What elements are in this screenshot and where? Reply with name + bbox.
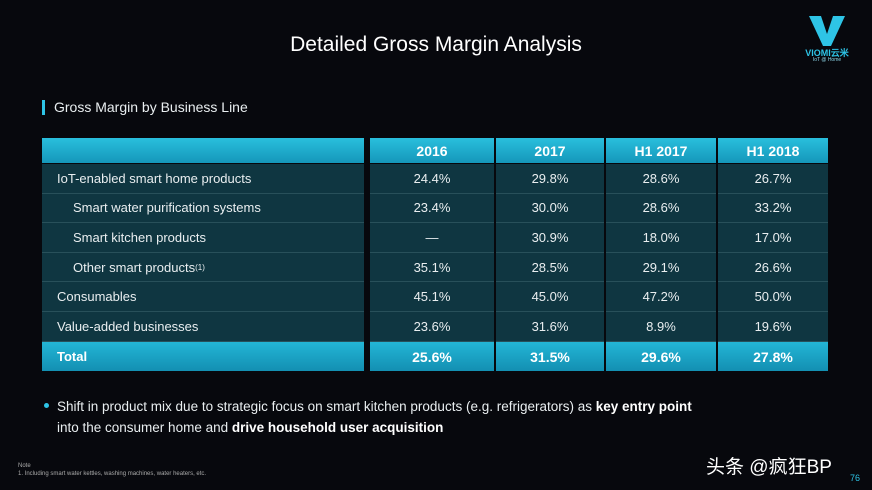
watermark: 头条 @疯狂BP xyxy=(706,457,832,478)
bullet-dot xyxy=(44,403,49,408)
row-label: Value-added businesses xyxy=(42,312,364,342)
table-cell: 23.4% xyxy=(370,193,494,224)
row-label: IoT-enabled smart home products xyxy=(42,164,364,194)
page-number: 76 xyxy=(850,473,861,483)
logo-brand: VIOMI云米 xyxy=(805,48,849,58)
note-ref: (1) xyxy=(195,262,205,272)
table-cell: 26.7% xyxy=(718,164,828,194)
row-label-text: Smart kitchen products xyxy=(73,229,206,245)
text: into the consumer home and xyxy=(57,420,232,435)
title: Detailed Gross Margin Analysis xyxy=(290,33,582,56)
table-cell: 50.0% xyxy=(718,282,828,312)
bold-text: key entry point xyxy=(595,399,692,414)
bullet: Shift in product mix due to strategic fo… xyxy=(44,396,692,438)
header-blank xyxy=(42,138,364,163)
total-cell: 27.8% xyxy=(718,342,828,372)
table-cell: 19.6% xyxy=(718,312,828,342)
table-cell: 31.6% xyxy=(496,312,604,342)
column-header: 2017 xyxy=(496,138,604,163)
table-cell: 28.6% xyxy=(606,193,716,224)
table-cell: 45.1% xyxy=(370,282,494,312)
table-cell: — xyxy=(370,223,494,253)
table-cell: 45.0% xyxy=(496,282,604,312)
table-cell: 8.9% xyxy=(606,312,716,342)
text: Shift in product mix due to strategic fo… xyxy=(57,399,596,414)
table-cell: 28.5% xyxy=(496,252,604,283)
column-header: H1 2018 xyxy=(718,138,828,163)
row-label-text: Consumables xyxy=(57,289,137,305)
total-cell: 29.6% xyxy=(606,342,716,372)
bullet-line: Shift in product mix due to strategic fo… xyxy=(44,396,692,417)
column-header: H1 2017 xyxy=(606,138,716,163)
total-cell: 31.5% xyxy=(496,342,604,372)
section-heading: Gross Margin by Business Line xyxy=(54,99,248,115)
table-cell: 18.0% xyxy=(606,223,716,253)
row-label: Smart water purification systems xyxy=(42,193,364,224)
table-cell: 28.6% xyxy=(606,164,716,194)
table-cell: 29.8% xyxy=(496,164,604,194)
table-cell: 47.2% xyxy=(606,282,716,312)
row-label: Consumables xyxy=(42,282,364,312)
footnote-item: 1. Including smart water kettles, washin… xyxy=(18,471,207,477)
footnote-heading: Note xyxy=(18,463,31,469)
row-label-text: IoT-enabled smart home products xyxy=(57,170,252,186)
bullet-line: into the consumer home and drive househo… xyxy=(44,417,692,438)
section-bar xyxy=(42,100,45,115)
row-label: Smart kitchen products xyxy=(42,223,364,253)
table-cell: 30.0% xyxy=(496,193,604,224)
logo-mark xyxy=(809,16,845,46)
table-cell: 17.0% xyxy=(718,223,828,253)
bold-text: drive household user acquisition xyxy=(231,420,444,435)
total-label: Total xyxy=(42,342,364,372)
table-cell: 29.1% xyxy=(606,252,716,283)
table-cell: 30.9% xyxy=(496,223,604,253)
row-label-text: Smart water purification systems xyxy=(73,200,261,216)
row-label-text: Value-added businesses xyxy=(57,318,199,334)
logo-tagline: IoT @ Home xyxy=(812,57,842,63)
table-cell: 35.1% xyxy=(370,252,494,283)
row-label-text: Other smart products xyxy=(73,259,196,275)
column-header: 2016 xyxy=(370,138,494,163)
row-label: Other smart products (1) xyxy=(42,252,364,283)
table-cell: 24.4% xyxy=(370,164,494,194)
total-cell: 25.6% xyxy=(370,342,494,372)
table-cell: 26.6% xyxy=(718,252,828,283)
table-cell: 33.2% xyxy=(718,193,828,224)
table-cell: 23.6% xyxy=(370,312,494,342)
